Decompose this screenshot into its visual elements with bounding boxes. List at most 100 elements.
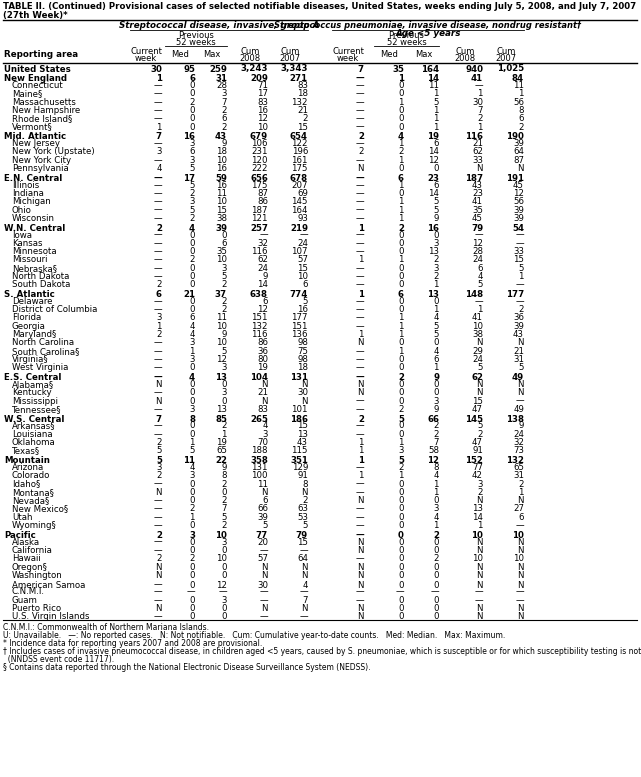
Text: California: California xyxy=(12,546,53,555)
Text: 1: 1 xyxy=(433,114,439,124)
Text: 45: 45 xyxy=(513,181,524,190)
Text: 3: 3 xyxy=(190,405,195,414)
Text: 2: 2 xyxy=(222,106,227,115)
Text: Tennessee§: Tennessee§ xyxy=(12,405,62,414)
Text: Rhode Island§: Rhode Island§ xyxy=(12,114,72,124)
Text: 3: 3 xyxy=(156,148,162,156)
Text: Current: Current xyxy=(130,47,162,56)
Text: 115: 115 xyxy=(292,446,308,455)
Text: N: N xyxy=(156,571,162,580)
Text: 87: 87 xyxy=(513,156,524,165)
Text: —: — xyxy=(153,430,162,439)
Text: 14: 14 xyxy=(428,189,439,198)
Text: American Samoa: American Samoa xyxy=(12,580,85,590)
Text: 1: 1 xyxy=(519,272,524,281)
Text: —: — xyxy=(153,339,162,347)
Text: 271: 271 xyxy=(290,75,308,83)
Text: 190: 190 xyxy=(506,132,524,141)
Text: —: — xyxy=(153,347,162,356)
Text: 7: 7 xyxy=(156,132,162,141)
Text: —: — xyxy=(153,197,162,207)
Text: —: — xyxy=(355,322,364,331)
Text: N: N xyxy=(301,563,308,572)
Text: Wisconsin: Wisconsin xyxy=(12,214,55,223)
Text: 52 weeks: 52 weeks xyxy=(387,38,426,47)
Text: 41: 41 xyxy=(471,75,483,83)
Text: —: — xyxy=(355,189,364,198)
Text: 0: 0 xyxy=(399,380,404,389)
Text: —: — xyxy=(355,247,364,256)
Text: N: N xyxy=(358,339,364,347)
Text: 101: 101 xyxy=(292,405,308,414)
Text: 93: 93 xyxy=(297,214,308,223)
Text: 2: 2 xyxy=(433,554,439,563)
Text: —: — xyxy=(355,554,364,563)
Text: 0: 0 xyxy=(190,479,195,489)
Text: —: — xyxy=(153,156,162,165)
Text: 7: 7 xyxy=(156,415,162,423)
Text: N: N xyxy=(476,604,483,613)
Text: —: — xyxy=(474,81,483,90)
Text: 0: 0 xyxy=(190,396,195,406)
Text: 222: 222 xyxy=(251,164,268,173)
Text: 0: 0 xyxy=(190,546,195,555)
Text: 2: 2 xyxy=(222,496,227,505)
Text: 188: 188 xyxy=(251,446,268,455)
Text: 104: 104 xyxy=(250,373,268,382)
Text: 21: 21 xyxy=(297,106,308,115)
Text: —: — xyxy=(474,596,483,605)
Text: 3: 3 xyxy=(190,139,195,148)
Text: 2: 2 xyxy=(156,471,162,480)
Text: 0: 0 xyxy=(190,430,195,439)
Text: 36: 36 xyxy=(257,347,268,356)
Text: 56: 56 xyxy=(513,98,524,106)
Text: 2: 2 xyxy=(358,148,364,156)
Text: 2: 2 xyxy=(190,256,195,264)
Text: 4: 4 xyxy=(398,132,404,141)
Text: 1: 1 xyxy=(399,471,404,480)
Text: Illinois: Illinois xyxy=(12,181,39,190)
Text: —: — xyxy=(355,231,364,239)
Text: 6: 6 xyxy=(190,148,195,156)
Text: 0: 0 xyxy=(222,488,227,497)
Text: —: — xyxy=(355,355,364,364)
Text: 69: 69 xyxy=(297,189,308,198)
Text: 66: 66 xyxy=(257,504,268,514)
Text: 0: 0 xyxy=(399,388,404,397)
Text: 2: 2 xyxy=(399,405,404,414)
Text: 10: 10 xyxy=(513,554,524,563)
Text: —: — xyxy=(515,396,524,406)
Text: 16: 16 xyxy=(427,224,439,232)
Text: N: N xyxy=(517,496,524,505)
Text: 37: 37 xyxy=(215,290,227,299)
Text: 1: 1 xyxy=(358,438,364,447)
Text: 0: 0 xyxy=(433,612,439,622)
Text: 207: 207 xyxy=(292,181,308,190)
Text: Pacific: Pacific xyxy=(4,531,36,540)
Text: 1: 1 xyxy=(358,224,364,232)
Text: U: Unavailable.   —: No reported cases.   N: Not notifiable.   Cum: Cumulative y: U: Unavailable. —: No reported cases. N:… xyxy=(3,631,505,639)
Text: N: N xyxy=(517,546,524,555)
Text: 6: 6 xyxy=(433,139,439,148)
Text: —: — xyxy=(355,272,364,281)
Text: 23: 23 xyxy=(472,189,483,198)
Text: 0: 0 xyxy=(433,388,439,397)
Text: 5: 5 xyxy=(156,446,162,455)
Text: 59: 59 xyxy=(215,174,227,183)
Text: 5: 5 xyxy=(519,364,524,372)
Text: 0: 0 xyxy=(190,571,195,580)
Text: 116: 116 xyxy=(251,330,268,339)
Text: —: — xyxy=(355,488,364,497)
Text: 13: 13 xyxy=(428,247,439,256)
Text: (27th Week)*: (27th Week)* xyxy=(3,11,67,20)
Text: 0: 0 xyxy=(399,272,404,281)
Text: 0: 0 xyxy=(222,380,227,389)
Text: W.S. Central: W.S. Central xyxy=(4,415,64,423)
Text: 29: 29 xyxy=(472,347,483,356)
Text: 0: 0 xyxy=(433,339,439,347)
Text: 2: 2 xyxy=(433,421,439,430)
Text: Washington: Washington xyxy=(12,571,63,580)
Text: —: — xyxy=(355,197,364,207)
Text: 70: 70 xyxy=(257,438,268,447)
Text: 66: 66 xyxy=(427,415,439,423)
